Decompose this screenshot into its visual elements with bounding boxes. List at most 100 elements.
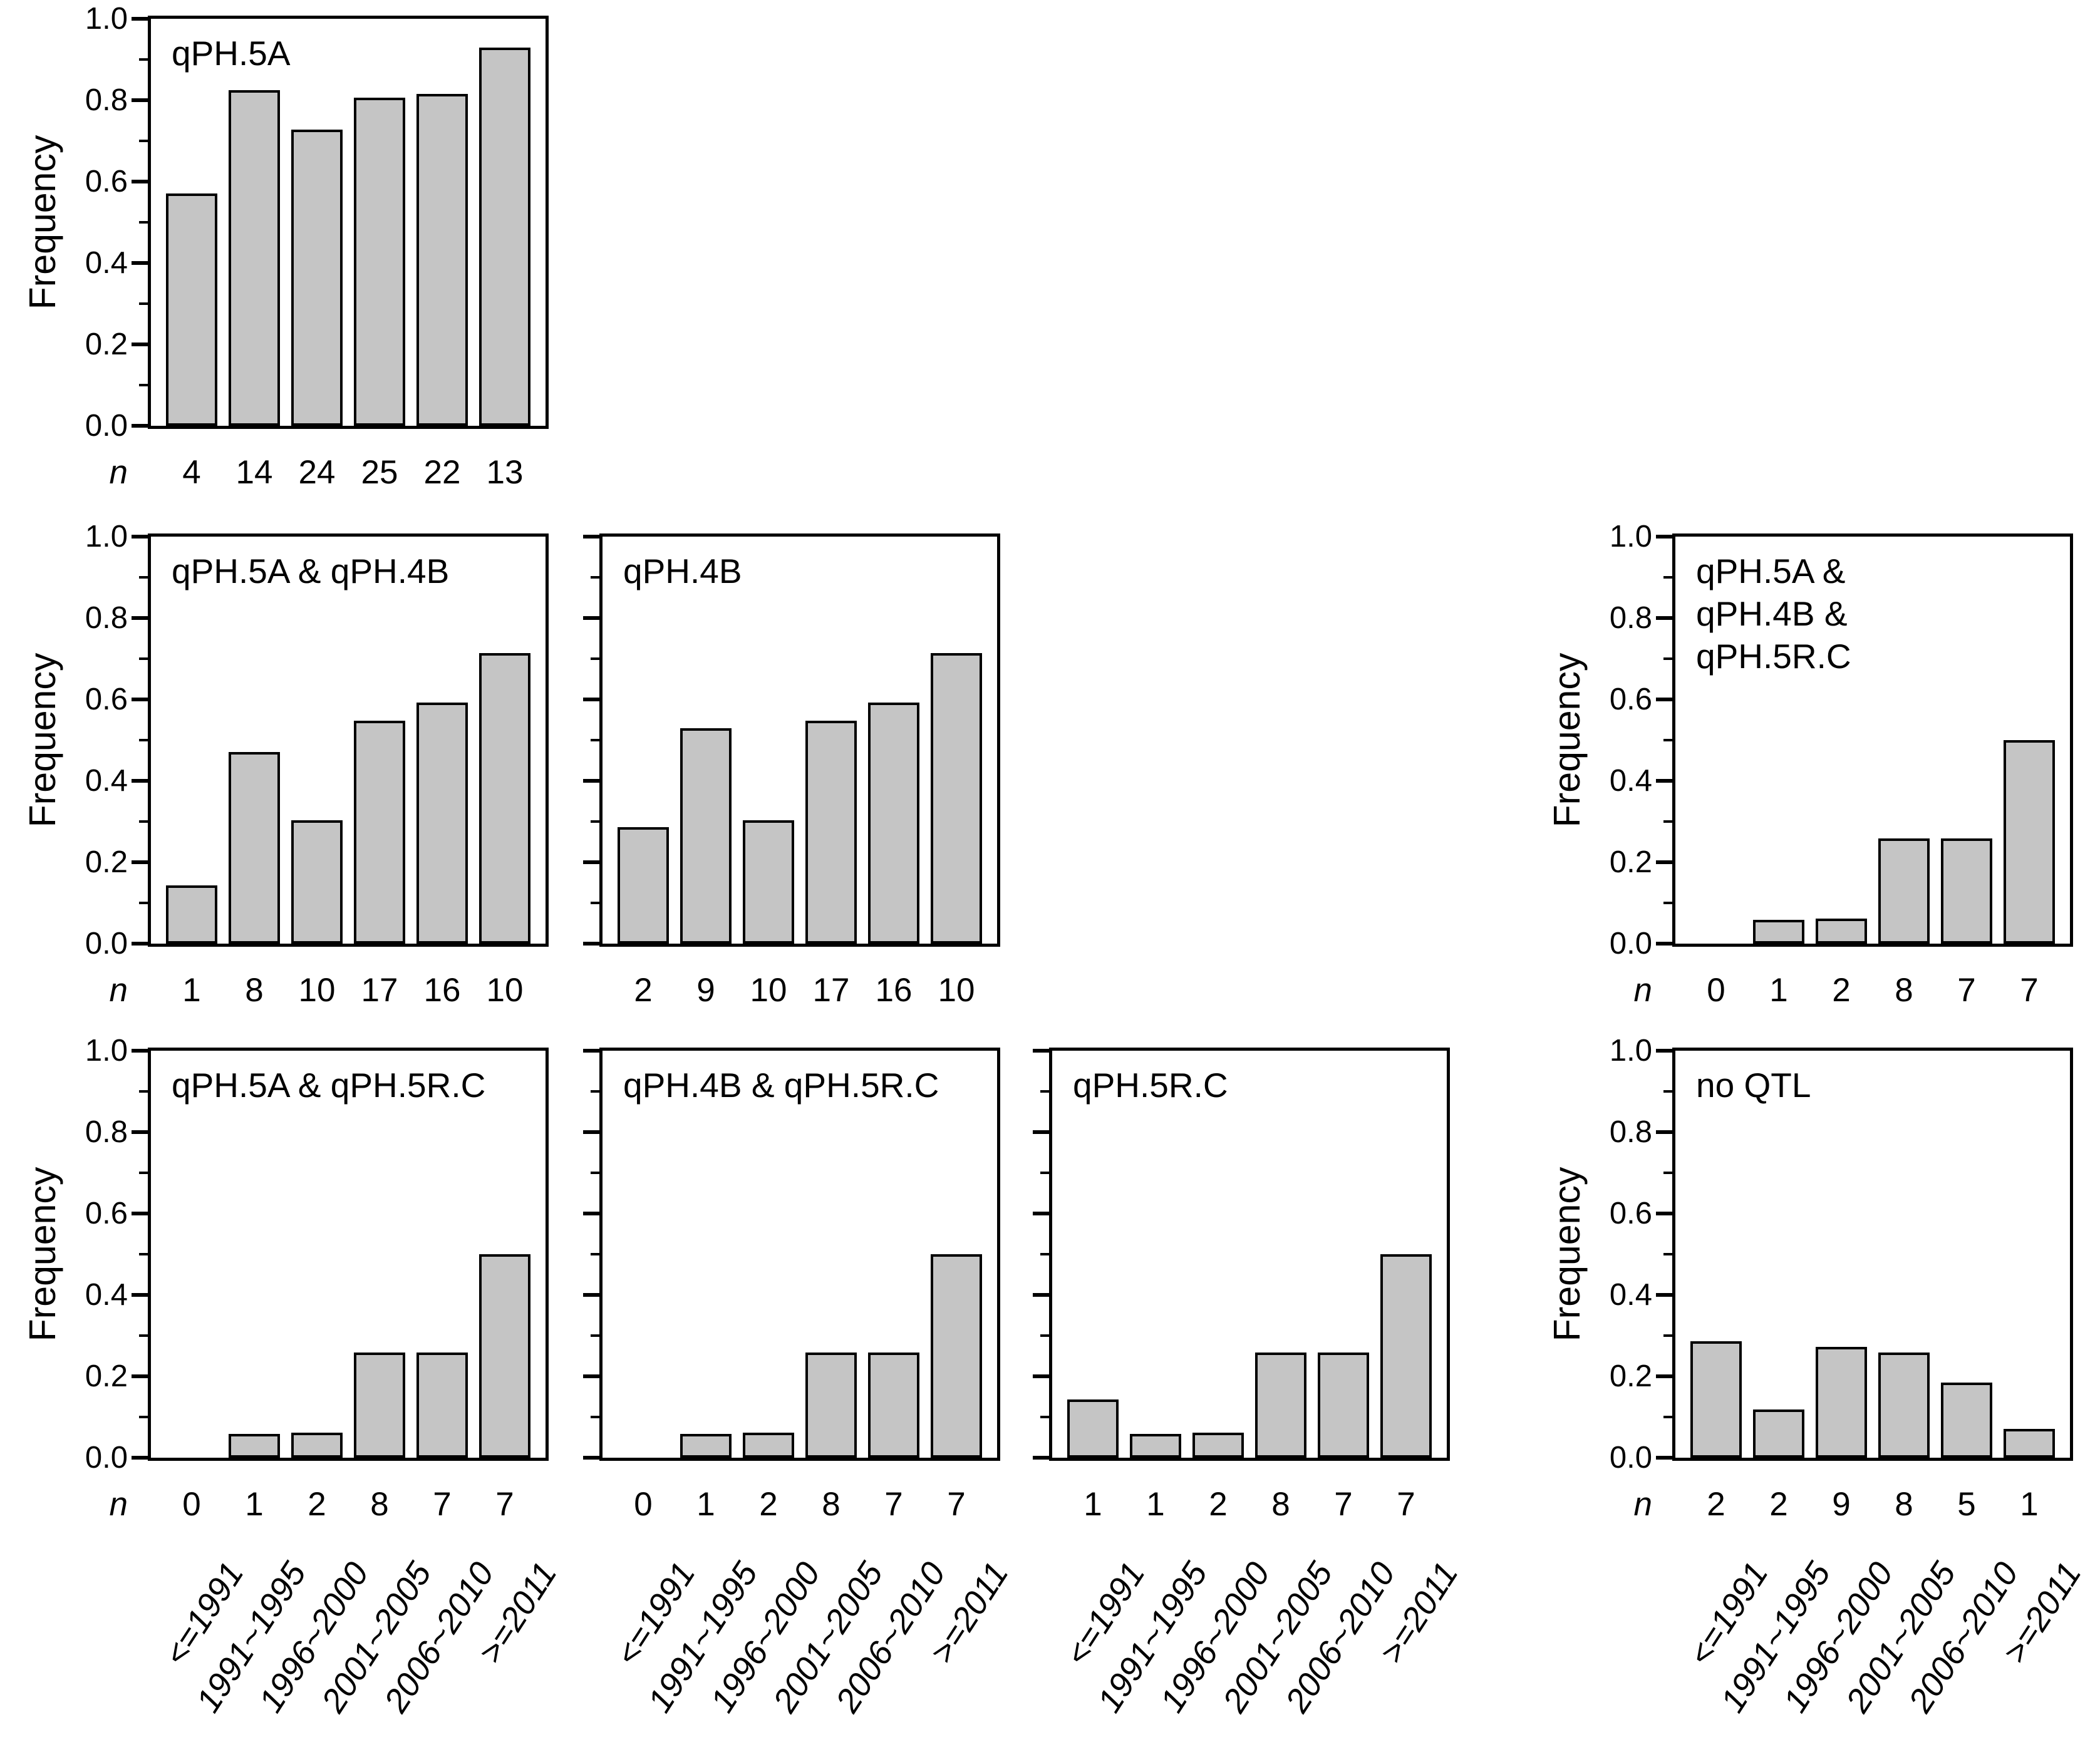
y-axis-major-tick: [583, 1049, 599, 1053]
n-value: 7: [1957, 972, 1976, 1009]
n-value: 0: [182, 1486, 201, 1523]
n-value: 2: [308, 1486, 326, 1523]
bar-qph5a-qph4b-3: [354, 721, 405, 944]
y-tick-label: 0.4: [85, 1278, 128, 1312]
bar-qph5a-qph4b-qph5rc-2: [1816, 919, 1867, 944]
y-axis-major-tick: [583, 1130, 599, 1134]
bar-no-qtl-0: [1690, 1341, 1742, 1458]
y-axis-major-tick: [132, 180, 148, 183]
y-axis-major-tick: [583, 1456, 599, 1460]
y-axis-major-tick: [132, 698, 148, 701]
n-value: 2: [1832, 972, 1851, 1009]
y-axis-minor-tick: [139, 1416, 148, 1418]
bar-qph5a-qph5rc-5: [479, 1254, 530, 1458]
bar-qph5a-qph4b-5: [479, 653, 530, 944]
y-axis-major-tick: [132, 1212, 148, 1215]
y-axis-major-tick: [132, 424, 148, 428]
y-axis-minor-tick: [1040, 1172, 1049, 1174]
bar-no-qtl-3: [1878, 1353, 1930, 1458]
n-value: 8: [370, 1486, 389, 1523]
n-value: 8: [1271, 1486, 1290, 1523]
y-axis-minor-tick: [591, 1090, 599, 1093]
bar-qph5a-3: [354, 98, 405, 426]
n-value: 8: [245, 972, 264, 1009]
y-axis-major-tick: [132, 1456, 148, 1460]
y-tick-label: 0.0: [1609, 1441, 1652, 1475]
y-tick-label: 0.6: [85, 165, 128, 198]
y-axis-minor-tick: [139, 739, 148, 741]
chart-title-qph5a-qph5rc: qPH.5A & qPH.5R.C: [172, 1064, 485, 1106]
bar-qph5a-qph5rc-2: [291, 1433, 343, 1458]
n-value: 2: [759, 1486, 778, 1523]
y-axis-major-tick: [1656, 860, 1672, 864]
y-tick-label: 0.6: [85, 1197, 128, 1230]
n-value: 7: [947, 1486, 966, 1523]
chart-title-line: qPH.5A & qPH.5R.C: [172, 1066, 486, 1105]
y-axis-minor-tick: [1040, 1090, 1049, 1093]
y-axis-major-tick: [1656, 616, 1672, 620]
bar-qph5rc-0: [1067, 1399, 1119, 1458]
y-axis-major-tick: [583, 942, 599, 946]
y-axis-major-tick: [1033, 1456, 1049, 1460]
y-axis-major-tick: [1033, 1130, 1049, 1134]
y-axis-minor-tick: [139, 384, 148, 386]
n-value: 5: [1957, 1486, 1976, 1523]
bar-qph5rc-1: [1130, 1434, 1181, 1458]
n-value: 9: [1832, 1486, 1851, 1523]
y-tick-label: 0.4: [85, 246, 128, 280]
chart-title-line: qPH.5R.C: [1696, 637, 1851, 676]
y-axis-major-tick: [583, 779, 599, 783]
y-axis-minor-tick: [1040, 1253, 1049, 1255]
n-value: 14: [235, 454, 273, 491]
y-axis-minor-tick: [1663, 739, 1672, 741]
y-axis-label-frequency: Frequency: [1546, 1167, 1588, 1342]
y-tick-label: 0.2: [1609, 1359, 1652, 1393]
y-axis-label-frequency: Frequency: [1546, 652, 1588, 828]
y-tick-label: 0.2: [1609, 845, 1652, 879]
y-axis-minor-tick: [139, 1090, 148, 1093]
bar-qph5a-qph4b-4: [416, 703, 468, 944]
bar-qph5a-qph4b-qph5rc-5: [2004, 740, 2055, 944]
n-value: 10: [298, 972, 336, 1009]
y-tick-label: 1.0: [85, 2, 128, 36]
n-label: n: [109, 972, 128, 1009]
n-value: 17: [361, 972, 398, 1009]
y-axis-major-tick: [132, 1130, 148, 1134]
y-axis-major-tick: [583, 535, 599, 539]
n-value: 8: [822, 1486, 841, 1523]
y-axis-minor-tick: [139, 1334, 148, 1337]
n-label: n: [1633, 972, 1652, 1009]
bar-qph4b-4: [868, 703, 919, 944]
y-tick-label: 0.4: [1609, 764, 1652, 798]
y-tick-label: 0.0: [1609, 927, 1652, 961]
y-axis-major-tick: [1656, 535, 1672, 539]
n-value: 16: [875, 972, 913, 1009]
y-axis-major-tick: [1656, 1293, 1672, 1297]
y-tick-label: 1.0: [85, 1034, 128, 1068]
n-value: 7: [884, 1486, 903, 1523]
y-axis-major-tick: [1656, 1049, 1672, 1053]
n-label: n: [109, 454, 128, 491]
n-value: 7: [495, 1486, 514, 1523]
y-axis-minor-tick: [139, 820, 148, 823]
n-value: 1: [245, 1486, 264, 1523]
y-axis-minor-tick: [591, 576, 599, 579]
n-value: 1: [696, 1486, 715, 1523]
y-tick-label: 0.8: [1609, 1115, 1652, 1149]
y-axis-minor-tick: [139, 140, 148, 142]
y-axis-minor-tick: [591, 1253, 599, 1255]
y-axis-minor-tick: [1663, 1416, 1672, 1418]
chart-title-line: qPH.4B & qPH.5R.C: [623, 1066, 939, 1105]
y-axis-minor-tick: [139, 657, 148, 660]
y-axis-minor-tick: [591, 1334, 599, 1337]
bar-qph5a-qph4b-1: [229, 752, 280, 944]
y-tick-label: 0.4: [85, 764, 128, 798]
n-value: 1: [1146, 1486, 1165, 1523]
n-value: 8: [1895, 1486, 1913, 1523]
y-axis-major-tick: [1033, 1374, 1049, 1378]
y-axis-major-tick: [583, 1293, 599, 1297]
y-axis-minor-tick: [591, 902, 599, 904]
y-axis-major-tick: [132, 860, 148, 864]
n-value: 2: [1707, 1486, 1725, 1523]
y-axis-major-tick: [1656, 698, 1672, 701]
